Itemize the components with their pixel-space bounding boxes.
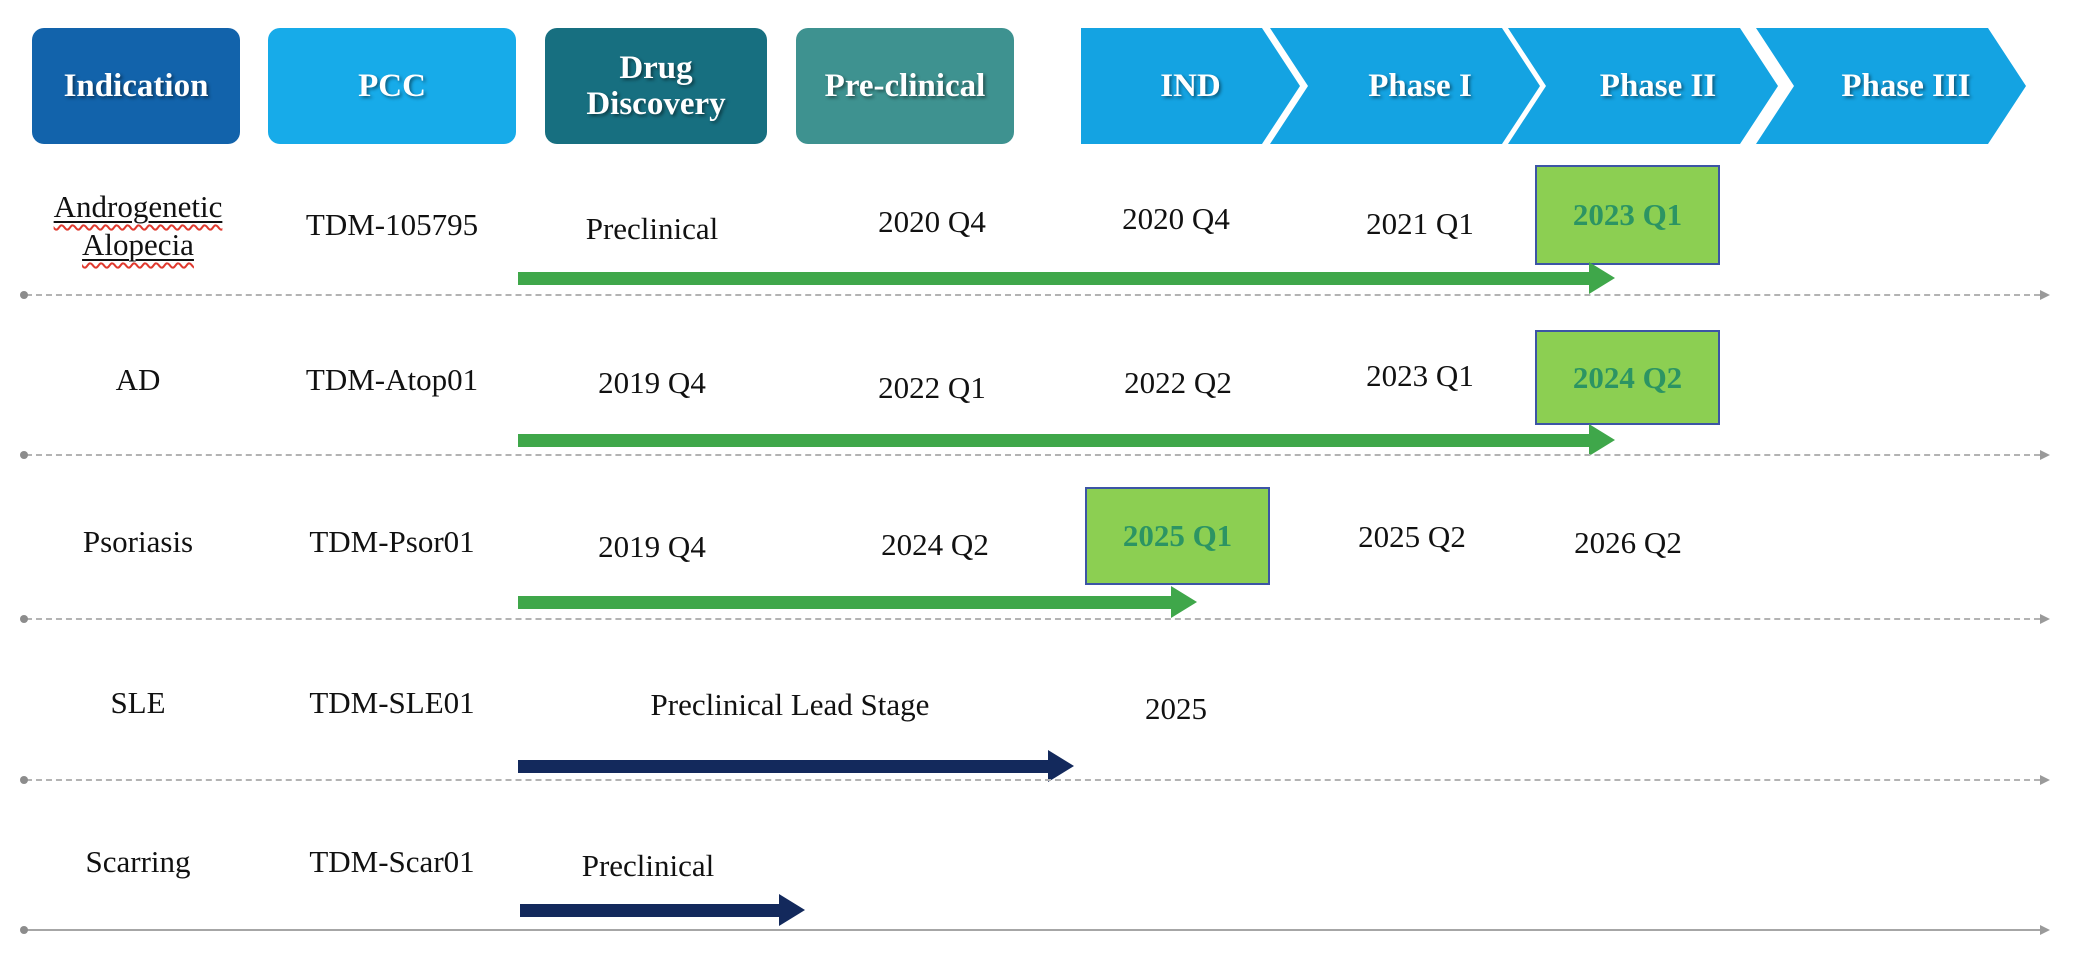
row-pcc: TDM-Atop01 [305,362,479,397]
cell-ind: 2020 Q4 [1122,201,1230,236]
cell-drug-discovery: Preclinical [581,848,715,883]
cell-phase1: 2025 Q2 [1358,519,1466,554]
cell-phase1: 2021 Q1 [1366,206,1474,241]
arrow-head-icon [779,894,805,926]
header-pcc-label: PCC [358,68,426,104]
cell-drug-discovery: 2019 Q4 [598,365,706,400]
cell-pre-clinical: 2022 Q1 [878,370,986,405]
row-indication: Scarring [85,844,191,879]
separator-arrow-icon [2040,450,2050,460]
milestone-value: 2023 Q1 [1572,197,1683,232]
header-pcc: PCC [268,28,516,144]
separator-dot-icon [20,615,28,623]
cell-stage-note: Preclinical Lead Stage [650,687,930,722]
cell-phase2: 2026 Q2 [1574,525,1682,560]
separator-dot-icon [20,291,28,299]
arrow-bar [518,596,1173,609]
cell-ind: 2022 Q2 [1124,365,1232,400]
row-pcc: TDM-SLE01 [309,685,475,720]
row-pcc: TDM-Scar01 [309,844,475,879]
row-separator [20,614,2050,624]
separator-dot-icon [20,451,28,459]
cell-pre-clinical: 2024 Q2 [881,527,989,562]
header-chevron-phase1: Phase I [1270,28,1540,144]
header-phase3-label: Phase III [1841,67,1971,104]
arrow-bar [520,904,781,917]
indication-line1: Androgenetic [53,189,223,224]
header-chevron-phase3: Phase III [1756,28,2026,144]
header-indication-label: Indication [63,68,209,104]
header-chevron-ind: IND [1081,28,1300,144]
row-indication: Androgenetic Alopecia [54,188,223,264]
cell-drug-discovery: 2019 Q4 [598,529,706,564]
milestone-box: 2024 Q2 [1535,330,1720,425]
arrow-head-icon [1589,424,1615,456]
header-drug-discovery-label: Drug Discovery [586,50,726,122]
row-indication: SLE [110,685,166,720]
row-pcc: TDM-Psor01 [309,524,475,559]
arrow-bar [518,434,1591,447]
row-indication: Psoriasis [82,524,194,559]
separator-arrow-icon [2040,775,2050,785]
separator-arrow-icon [2040,925,2050,935]
bottom-line [20,925,2050,935]
row-separator [20,290,2050,300]
cell-phase1: 2023 Q1 [1366,358,1474,393]
row-pcc: TDM-105795 [305,207,479,242]
header-chevron-phase2: Phase II [1508,28,1778,144]
progress-arrow [518,586,1197,618]
header-phase2-label: Phase II [1599,67,1717,104]
row-indication: AD [115,362,161,397]
progress-arrow [520,894,805,926]
row-separator [20,450,2050,460]
milestone-value: 2024 Q2 [1572,359,1683,395]
separator-dot-icon [20,926,28,934]
arrow-bar [518,272,1591,285]
progress-arrow [518,750,1074,782]
header-drug-discovery: Drug Discovery [545,28,767,144]
arrow-head-icon [1048,750,1074,782]
arrow-head-icon [1171,586,1197,618]
header-ind-label: IND [1160,67,1221,104]
arrow-bar [518,760,1050,773]
milestone-box: 2025 Q1 [1085,487,1270,585]
progress-arrow [518,262,1615,294]
milestone-box: 2023 Q1 [1535,165,1720,265]
header-phase1-label: Phase I [1368,67,1472,104]
header-indication: Indication [32,28,240,144]
separator-dot-icon [20,776,28,784]
milestone-value: 2025 Q1 [1122,518,1233,553]
cell-pre-clinical: 2020 Q4 [878,204,986,239]
separator-arrow-icon [2040,290,2050,300]
cell-ind: 2025 [1145,691,1207,726]
header-pre-clinical: Pre-clinical [796,28,1014,144]
separator-arrow-icon [2040,614,2050,624]
indication-line2: Alopecia [82,227,194,262]
arrow-head-icon [1589,262,1615,294]
progress-arrow [518,424,1615,456]
cell-drug-discovery: Preclinical [585,211,719,246]
header-pre-clinical-label: Pre-clinical [824,68,986,104]
row-separator [20,775,2050,785]
